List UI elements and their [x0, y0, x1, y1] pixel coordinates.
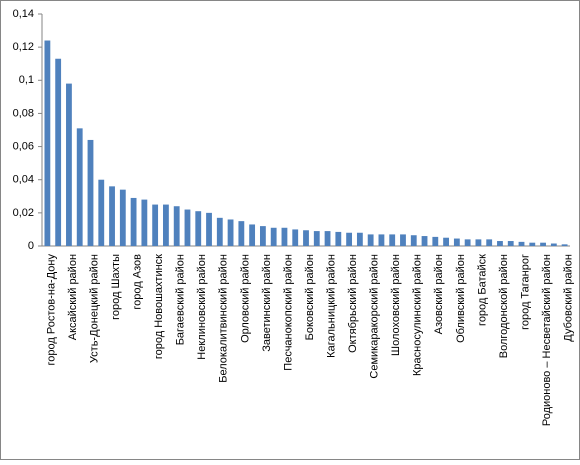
bar — [400, 234, 406, 246]
bar — [367, 234, 374, 246]
bar — [249, 224, 256, 246]
x-tick-label: город Шахты — [110, 254, 122, 320]
bar — [216, 217, 223, 246]
x-tick-label: Багаевский район — [175, 254, 187, 345]
x-tick-label: город Азов — [131, 254, 143, 310]
x-tick-label: Волгодонской район — [498, 254, 510, 358]
bar — [540, 242, 546, 246]
bar — [76, 128, 83, 246]
bar — [130, 197, 137, 246]
x-tick-label: Азовский район — [433, 254, 445, 334]
x-tick-label: Красносулинский район — [412, 254, 424, 376]
bar — [270, 227, 277, 246]
bar — [410, 235, 417, 246]
bar — [173, 206, 180, 246]
bar — [66, 83, 72, 246]
x-tick-label: Шолоховский район — [390, 254, 402, 356]
bar — [98, 179, 105, 246]
bar — [109, 186, 115, 246]
bar — [281, 227, 288, 246]
y-tick-label: 0,12 — [13, 41, 34, 53]
bar — [475, 239, 482, 246]
bar — [550, 243, 557, 246]
x-tick-label: Дубовский район — [563, 254, 575, 342]
x-tick-label: Песчанокопский район — [282, 254, 294, 371]
x-tick-label: Октябрьский район — [347, 254, 359, 353]
bar — [206, 212, 212, 246]
bar — [518, 241, 525, 246]
bar — [87, 139, 94, 246]
bar — [195, 211, 202, 246]
x-tick-label: Неклиновский район — [196, 254, 208, 360]
x-tick-label: Усть-Донецкий район — [88, 254, 100, 363]
bar — [389, 234, 396, 246]
bar — [163, 204, 169, 246]
bar — [453, 238, 460, 246]
bar — [44, 40, 51, 247]
bar — [346, 232, 353, 246]
x-tick-label: город Таганрог — [519, 254, 531, 330]
x-tick-label: Семикаракорский район — [369, 254, 381, 379]
bar — [292, 229, 299, 246]
bar — [184, 209, 191, 246]
bar — [421, 236, 428, 246]
x-tick-label: город Новошахтинск — [153, 254, 165, 359]
bar — [227, 219, 234, 246]
y-tick-label: 0,1 — [19, 74, 34, 86]
bar — [259, 226, 266, 246]
bar — [141, 199, 148, 246]
bar — [313, 231, 320, 246]
x-tick-label: Аксайский район — [67, 254, 79, 340]
x-tick-label: город Ростов-на-Дону — [45, 254, 57, 366]
y-tick-label: 0,04 — [13, 174, 34, 186]
x-tick-label: Обливский район — [455, 254, 467, 343]
bar — [303, 230, 309, 246]
bar — [356, 232, 363, 246]
x-tick-label: Кагальницкий район — [325, 254, 337, 358]
bar — [464, 239, 471, 246]
bar — [561, 244, 568, 246]
x-tick-label: Орловский район — [239, 254, 251, 343]
bar — [152, 204, 159, 246]
bar — [443, 237, 449, 246]
y-tick-label: 0 — [28, 240, 34, 252]
bar — [335, 231, 342, 246]
bar — [119, 189, 126, 246]
y-tick-label: 0,08 — [13, 107, 34, 119]
bar — [486, 239, 493, 246]
x-tick-label: Заветинский район — [261, 254, 273, 352]
x-tick-label: Родионово – Несветайский район — [541, 254, 553, 426]
y-tick-label: 0,02 — [13, 207, 34, 219]
bar — [238, 221, 245, 246]
bar — [529, 242, 536, 246]
bar — [497, 241, 503, 246]
bar — [378, 234, 385, 246]
bar — [507, 241, 514, 246]
y-tick-label: 0,14 — [13, 8, 34, 20]
x-tick-label: Боковский район — [304, 254, 316, 340]
bar — [55, 58, 62, 246]
y-tick-label: 0,06 — [13, 140, 34, 152]
bar — [324, 231, 331, 246]
x-tick-label: Белокалитвинский район — [218, 254, 230, 383]
bar — [432, 236, 439, 246]
x-tick-label: город Батайск — [476, 254, 488, 326]
